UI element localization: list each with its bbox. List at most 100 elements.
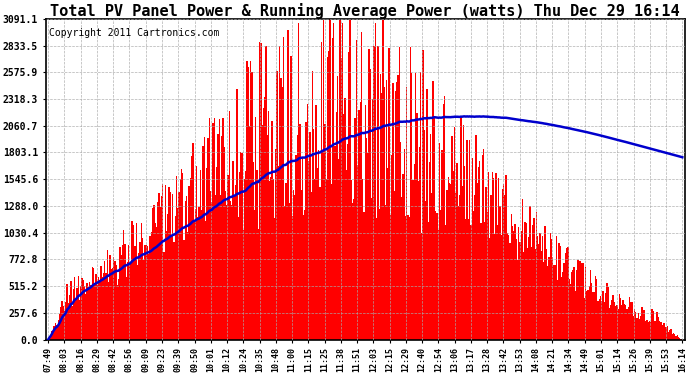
Bar (241, 153, 243, 340)
Bar (250, 61, 251, 340)
Bar (455, 194, 457, 340)
Bar (206, 168, 208, 340)
Bar (297, 135, 298, 340)
Bar (417, 181, 419, 340)
Bar (318, 150, 319, 340)
Bar (210, 191, 211, 340)
Bar (482, 154, 483, 340)
Bar (215, 195, 216, 340)
Bar (463, 124, 464, 340)
Bar (400, 141, 401, 340)
Bar (522, 199, 523, 340)
Bar (143, 260, 144, 340)
Bar (349, 19, 351, 340)
Bar (315, 105, 317, 340)
Bar (333, 22, 335, 340)
Bar (532, 225, 533, 340)
Bar (465, 219, 466, 340)
Bar (599, 298, 600, 340)
Bar (540, 233, 541, 340)
Bar (499, 206, 500, 340)
Bar (642, 310, 644, 340)
Bar (259, 42, 260, 340)
Bar (450, 184, 451, 340)
Bar (435, 211, 436, 340)
Bar (401, 196, 402, 340)
Bar (502, 189, 503, 340)
Bar (416, 113, 417, 340)
Bar (576, 270, 578, 340)
Bar (346, 170, 347, 340)
Bar (524, 222, 526, 340)
Bar (408, 217, 410, 340)
Bar (679, 338, 680, 340)
Bar (430, 134, 431, 340)
Bar (129, 264, 130, 340)
Bar (178, 192, 179, 340)
Bar (94, 285, 95, 340)
Bar (57, 320, 59, 340)
Bar (613, 295, 614, 340)
Bar (410, 47, 411, 340)
Bar (551, 239, 552, 340)
Bar (63, 306, 64, 340)
Bar (230, 201, 231, 340)
Bar (236, 88, 237, 340)
Bar (492, 172, 493, 340)
Bar (225, 191, 226, 340)
Bar (72, 289, 74, 340)
Bar (68, 303, 69, 340)
Bar (404, 148, 405, 340)
Bar (343, 114, 344, 340)
Bar (279, 46, 280, 340)
Bar (566, 248, 567, 340)
Bar (422, 50, 424, 340)
Bar (402, 174, 404, 340)
Bar (459, 195, 460, 340)
Bar (341, 58, 342, 340)
Bar (199, 170, 201, 340)
Bar (216, 167, 217, 340)
Bar (155, 224, 156, 340)
Bar (74, 278, 75, 340)
Bar (553, 265, 555, 340)
Bar (290, 56, 292, 340)
Bar (231, 205, 233, 340)
Bar (619, 294, 620, 340)
Bar (558, 243, 560, 340)
Bar (495, 173, 497, 340)
Bar (197, 217, 199, 340)
Bar (138, 253, 139, 340)
Bar (631, 302, 633, 340)
Bar (639, 319, 640, 340)
Bar (172, 194, 173, 340)
Bar (648, 322, 649, 340)
Bar (571, 272, 572, 340)
Bar (650, 322, 651, 340)
Bar (265, 46, 266, 340)
Bar (271, 120, 273, 340)
Bar (115, 265, 117, 340)
Bar (607, 286, 609, 340)
Bar (674, 334, 676, 340)
Bar (591, 283, 593, 340)
Bar (504, 195, 506, 340)
Bar (100, 266, 101, 340)
Bar (512, 226, 513, 340)
Bar (386, 80, 387, 340)
Bar (220, 195, 221, 340)
Bar (304, 210, 306, 340)
Bar (344, 98, 346, 340)
Bar (407, 215, 408, 340)
Bar (64, 310, 66, 340)
Bar (605, 292, 607, 340)
Bar (668, 332, 669, 340)
Bar (175, 216, 176, 340)
Bar (556, 236, 558, 340)
Bar (601, 301, 602, 340)
Bar (364, 212, 365, 340)
Text: Copyright 2011 Cartronics.com: Copyright 2011 Cartronics.com (49, 28, 219, 38)
Bar (303, 215, 304, 340)
Bar (284, 206, 286, 340)
Bar (300, 190, 302, 340)
